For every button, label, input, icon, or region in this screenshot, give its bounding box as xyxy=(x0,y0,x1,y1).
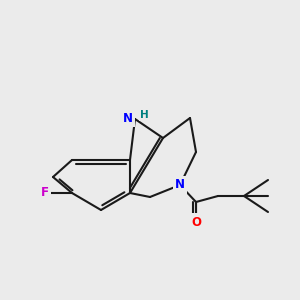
Text: N: N xyxy=(175,178,185,191)
Text: O: O xyxy=(191,215,201,229)
Text: H: H xyxy=(140,110,149,120)
Text: F: F xyxy=(41,187,49,200)
Text: N: N xyxy=(123,112,133,125)
